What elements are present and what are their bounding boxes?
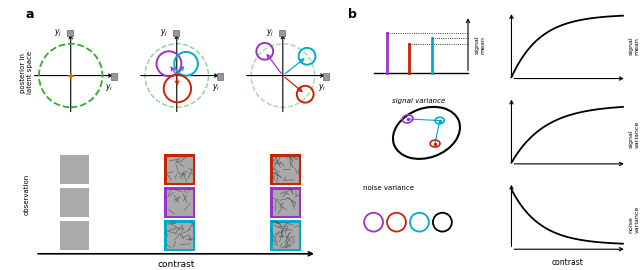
FancyBboxPatch shape xyxy=(60,155,89,184)
Text: signal
mean: signal mean xyxy=(628,36,639,55)
Text: a: a xyxy=(26,8,34,21)
Text: $y_i$: $y_i$ xyxy=(317,82,326,93)
FancyBboxPatch shape xyxy=(166,221,194,250)
FancyBboxPatch shape xyxy=(279,30,285,36)
Text: posterior in
latent space: posterior in latent space xyxy=(20,51,33,94)
Text: noise variance: noise variance xyxy=(363,185,414,191)
FancyBboxPatch shape xyxy=(166,155,194,184)
FancyBboxPatch shape xyxy=(271,188,300,217)
Text: signal variance: signal variance xyxy=(392,98,445,104)
Text: noise
variance: noise variance xyxy=(628,206,639,233)
FancyBboxPatch shape xyxy=(271,155,300,184)
FancyBboxPatch shape xyxy=(323,73,329,80)
Text: $y_i$: $y_i$ xyxy=(106,82,114,93)
FancyBboxPatch shape xyxy=(60,221,89,250)
FancyBboxPatch shape xyxy=(166,188,194,217)
FancyBboxPatch shape xyxy=(111,73,116,80)
Text: b: b xyxy=(348,8,356,21)
Text: contrast: contrast xyxy=(157,260,195,269)
Text: observation: observation xyxy=(24,174,30,215)
Text: signal
variance: signal variance xyxy=(628,121,639,148)
FancyBboxPatch shape xyxy=(173,30,179,36)
Text: $y_j$: $y_j$ xyxy=(54,28,62,39)
Text: contrast: contrast xyxy=(551,258,583,267)
Text: $y_j$: $y_j$ xyxy=(160,28,168,39)
FancyBboxPatch shape xyxy=(67,30,73,36)
Text: $y_j$: $y_j$ xyxy=(266,28,275,39)
FancyBboxPatch shape xyxy=(271,221,300,250)
Text: signal
mean: signal mean xyxy=(475,35,486,53)
FancyBboxPatch shape xyxy=(60,188,89,217)
Text: $y_i$: $y_i$ xyxy=(212,82,220,93)
FancyBboxPatch shape xyxy=(216,73,223,80)
